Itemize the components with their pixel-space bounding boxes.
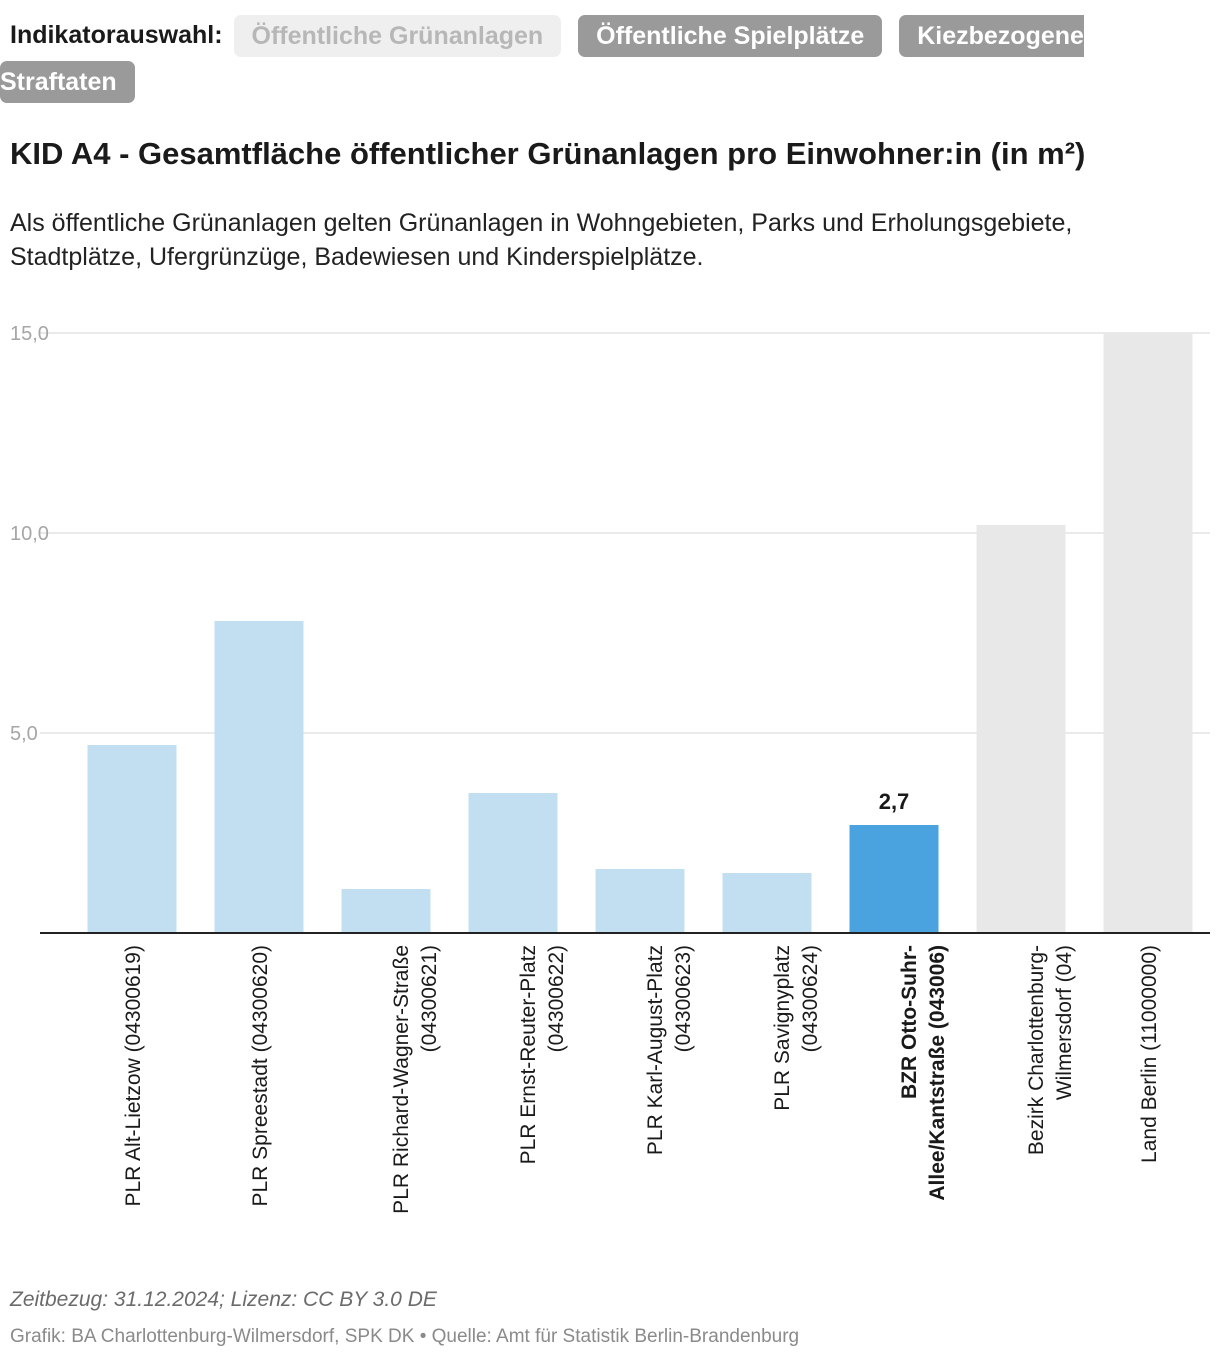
option-kiezbezogene-straftaten-cont[interactable]: Straftaten xyxy=(0,61,135,104)
x-tick-label-line: Allee/Kantstraße (043006) xyxy=(926,945,949,1201)
y-tick-label: 15,0 xyxy=(10,323,49,345)
x-tick-label-line: Land Berlin (11000000) xyxy=(1138,945,1161,1163)
chart-description: Als öffentliche Grünanlagen gelten Grüna… xyxy=(10,209,1073,271)
footer-source: Grafik: BA Charlottenburg-Wilmersdorf, S… xyxy=(10,1326,800,1347)
x-tick-label-line: PLR Savignyplatz xyxy=(771,945,794,1111)
indicator-selector-label: Indikatorauswahl: xyxy=(10,21,223,49)
x-tick-label-line: (04300621) xyxy=(418,945,441,1052)
x-tick-label: PLR Spreestadt (04300620) xyxy=(249,945,272,1207)
x-tick-label-line: BZR Otto-Suhr- xyxy=(898,945,921,1099)
x-tick-label-line: PLR Spreestadt (04300620) xyxy=(249,945,272,1207)
option-kiezbezogene-straftaten[interactable]: Kiezbezogene xyxy=(899,15,1084,58)
label-layer: PLR Alt-Lietzow (04300619) PLR Spreestadt… xyxy=(122,789,1161,1214)
x-tick-label-line: (04300624) xyxy=(799,945,822,1052)
x-tick-label: Bezirk Charlottenburg- Wilmersdorf (04) xyxy=(1025,945,1076,1155)
x-tick-label: Land Berlin (11000000) xyxy=(1138,945,1161,1163)
x-tick-label-line: Bezirk Charlottenburg- xyxy=(1025,945,1048,1155)
option-oeffentliche-spielplaetze[interactable]: Öffentliche Spielplätze xyxy=(578,15,883,58)
x-tick-label-line: (04300622) xyxy=(545,945,568,1052)
bar-layer xyxy=(87,333,1193,933)
option-kiezbezogene-line1: Kiezbezogene xyxy=(917,22,1084,51)
x-tick-label-line: PLR Karl-August-Platz xyxy=(644,945,667,1155)
indicator-selector: Indikatorauswahl: Öffentliche Grünanlage… xyxy=(0,12,1115,104)
bar[interactable] xyxy=(976,525,1066,933)
bar[interactable] xyxy=(595,869,685,933)
bar[interactable] xyxy=(341,889,431,933)
bar-value-label: 2,7 xyxy=(879,789,910,814)
footer-meta: Zeitbezug: 31.12.2024; Lizenz: CC BY 3.0… xyxy=(10,1288,437,1311)
x-tick-label: BZR Otto-Suhr- Allee/Kantstraße (043006) xyxy=(898,945,949,1201)
x-tick-label-line: Wilmersdorf (04) xyxy=(1053,945,1076,1100)
y-tick-label: 10,0 xyxy=(10,523,49,545)
bar-chart: 5,010,015,0 PLR Alt-Lietzow (04300619) PL… xyxy=(10,323,1210,1214)
option-oeffentliche-gruenanlagen[interactable]: Öffentliche Grünanlagen xyxy=(233,15,562,58)
x-tick-label: PLR Alt-Lietzow (04300619) xyxy=(122,945,145,1207)
x-tick-label-line: PLR Alt-Lietzow (04300619) xyxy=(122,945,145,1207)
x-tick-label: PLR Ernst-Reuter-Platz (04300622) xyxy=(517,945,568,1164)
y-tick-label: 5,0 xyxy=(10,723,38,745)
x-tick-label-line: (04300623) xyxy=(672,945,695,1052)
bar[interactable] xyxy=(214,621,304,933)
x-tick-label-line: PLR Ernst-Reuter-Platz xyxy=(517,945,540,1164)
option-kiezbezogene-line2: Straftaten xyxy=(0,68,117,97)
bar[interactable] xyxy=(849,825,939,933)
bar[interactable] xyxy=(1103,333,1193,933)
x-tick-label-line: PLR Richard-Wagner-Straße xyxy=(390,945,413,1214)
x-tick-label: PLR Richard-Wagner-Straße (04300621) xyxy=(390,945,441,1214)
bar[interactable] xyxy=(468,793,558,933)
bar[interactable] xyxy=(722,873,812,933)
bar[interactable] xyxy=(87,745,177,933)
x-tick-label: PLR Savignyplatz (04300624) xyxy=(771,945,822,1111)
chart-title: KID A4 - Gesamtfläche öffentlicher Grüna… xyxy=(10,136,1086,171)
x-tick-label: PLR Karl-August-Platz (04300623) xyxy=(644,945,695,1155)
